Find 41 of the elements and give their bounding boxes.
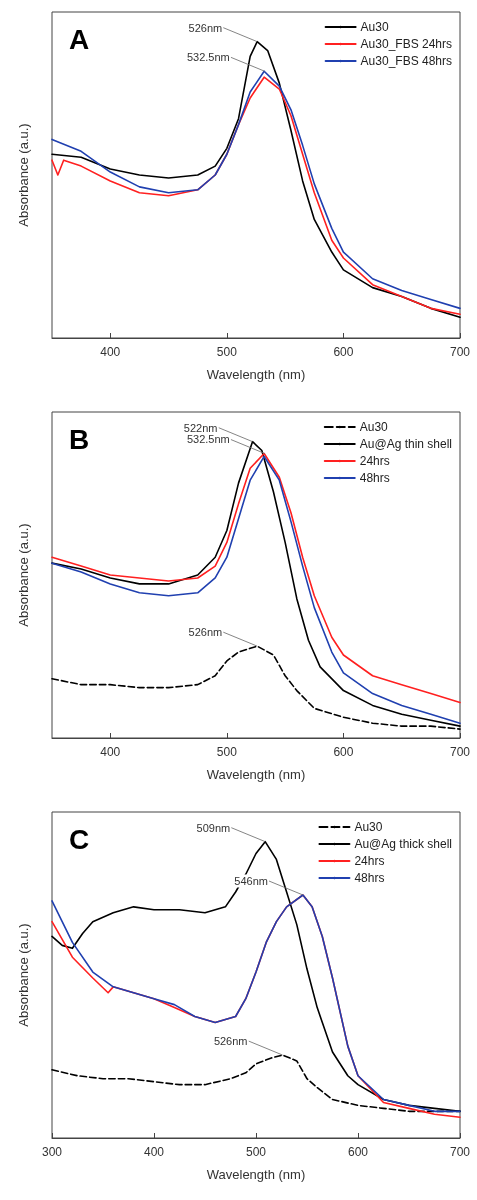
x-tick-label: 700 <box>449 1145 471 1159</box>
x-tick-label: 600 <box>333 345 354 359</box>
x-tick-label: 500 <box>216 345 238 359</box>
annotation: 509nm <box>196 821 231 834</box>
x-tick-label: 400 <box>100 745 121 759</box>
x-axis-title: Wavelength (nm) <box>206 767 306 782</box>
x-axis-title: Wavelength (nm) <box>206 367 306 382</box>
legend-label: Au30_FBS 24hrs <box>360 37 452 51</box>
annotation: 532.5nm <box>186 51 230 64</box>
x-tick-label: 300 <box>41 1145 63 1159</box>
annotation: 522nm <box>183 421 218 434</box>
legend-label: 24hrs <box>354 854 385 868</box>
x-tick-label: 700 <box>449 745 471 759</box>
legend-label: Au30 <box>359 420 389 434</box>
x-tick-label: 400 <box>143 1145 165 1159</box>
legend-label: Au30 <box>354 820 383 834</box>
annotation: 532.5nm <box>186 433 230 446</box>
y-axis-title: Absorbance (a.u.) <box>16 123 31 227</box>
x-tick-label: 400 <box>100 345 121 359</box>
legend-label: 48hrs <box>354 871 385 885</box>
legend-label: Au@Ag thick shell <box>354 837 452 851</box>
legend-label: Au30 <box>360 20 389 34</box>
x-tick-label: 600 <box>333 745 354 759</box>
legend-label: Au30_FBS 48hrs <box>360 54 452 68</box>
y-axis-title: Absorbance (a.u.) <box>16 923 31 1027</box>
chart-title: B <box>69 423 90 455</box>
x-tick-label: 600 <box>347 1145 369 1159</box>
chart-title: C <box>69 823 90 855</box>
x-tick-label: 700 <box>449 345 471 359</box>
legend-label: Au@Ag thin shell <box>359 437 452 451</box>
annotation: 526nm <box>213 1035 248 1048</box>
annotation: 526nm <box>188 626 223 639</box>
x-tick-label: 500 <box>216 745 238 759</box>
annotation: 526nm <box>188 21 223 34</box>
legend-label: 24hrs <box>359 454 390 468</box>
y-axis-title: Absorbance (a.u.) <box>16 523 31 627</box>
x-tick-label: 500 <box>245 1145 267 1159</box>
x-axis-title: Wavelength (nm) <box>206 1167 306 1182</box>
annotation: 546nm <box>234 874 268 887</box>
legend-label: 48hrs <box>359 471 390 485</box>
chart-title: A <box>69 23 90 55</box>
